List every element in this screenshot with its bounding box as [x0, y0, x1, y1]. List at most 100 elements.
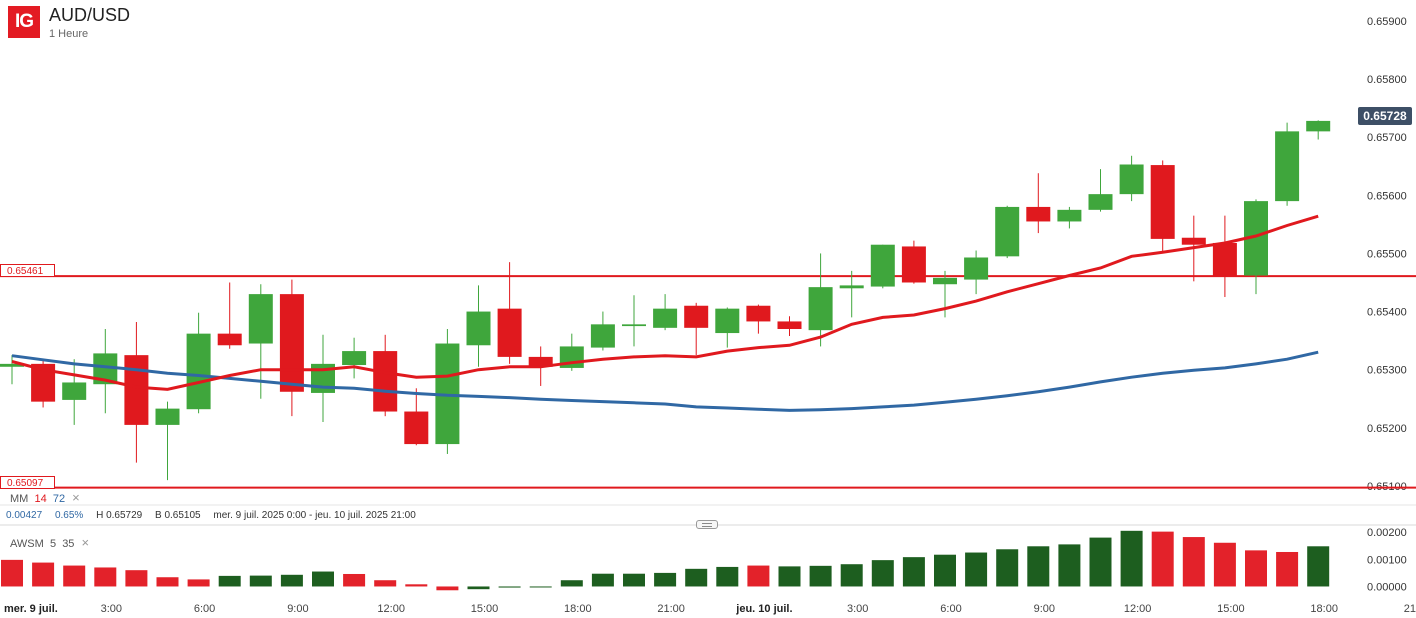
price-tick-label: 0.65200 — [1367, 423, 1407, 435]
ma-close-icon[interactable]: × — [72, 490, 80, 505]
awsm-bar — [405, 584, 428, 587]
awsm-bar — [716, 566, 739, 587]
awsm-legend-name: AWSM — [10, 538, 44, 550]
candle-body — [373, 351, 398, 412]
awsm-bar — [1151, 531, 1174, 587]
awsm-bar — [187, 579, 210, 587]
candle-body — [1306, 120, 1331, 132]
awsm-bar — [467, 586, 490, 590]
price-tick-label: 0.65900 — [1367, 16, 1407, 28]
candle-body — [279, 294, 304, 392]
candle-body — [777, 321, 802, 329]
level-label-lower[interactable]: 0.65097 — [0, 476, 55, 489]
awsm-bar — [249, 575, 272, 587]
awsm-bar — [1, 559, 23, 587]
change-value: 0.00427 — [6, 510, 43, 521]
osc-tick-label: 0.00200 — [1367, 527, 1407, 539]
candle-body — [1212, 242, 1237, 276]
candle-body — [995, 206, 1020, 257]
awsm-bar — [996, 549, 1019, 587]
candle-body — [1181, 237, 1206, 245]
awsm-bar — [1307, 546, 1330, 587]
awsm-bar — [1245, 550, 1267, 587]
candle-body — [839, 285, 864, 289]
current-price-tag: 0.65728 — [1358, 107, 1412, 125]
price-tick-label: 0.65300 — [1367, 365, 1407, 377]
awsm-legend-fast: 5 — [49, 538, 57, 550]
awsm-bar — [1058, 544, 1081, 587]
time-tick-label: 6:00 — [194, 603, 215, 615]
awsm-bar — [280, 574, 303, 587]
candle-body — [870, 244, 895, 287]
ig-logo: IG — [8, 6, 40, 38]
ma-legend[interactable]: MM 14 72 × — [10, 490, 80, 505]
awsm-bar — [747, 565, 770, 587]
candle-body — [715, 308, 740, 334]
awsm-close-icon[interactable]: × — [81, 535, 90, 550]
candle-body — [248, 294, 273, 344]
candle-body — [746, 305, 771, 322]
timeframe-label[interactable]: 1 Heure — [49, 28, 89, 40]
awsm-bar — [63, 565, 86, 587]
time-tick-label: mer. 9 juil. — [4, 603, 58, 615]
pane-resize-handle-icon[interactable] — [696, 520, 718, 529]
price-tick-label: 0.65800 — [1367, 74, 1407, 86]
candle-body — [1057, 209, 1082, 222]
awsm-bar — [156, 577, 179, 587]
awsm-bar — [809, 565, 832, 587]
candle-body — [1150, 165, 1175, 239]
awsm-bar — [871, 560, 894, 587]
time-tick-label: 21:00 — [1404, 603, 1416, 615]
date-range: mer. 9 juil. 2025 0:00 - jeu. 10 juil. 2… — [213, 510, 416, 521]
time-tick-label: 15:00 — [471, 603, 499, 615]
candle-body — [1119, 164, 1144, 195]
time-tick-label: 12:00 — [377, 603, 405, 615]
candle-body — [342, 351, 367, 366]
candle-body — [622, 324, 646, 327]
awsm-bar — [94, 567, 117, 587]
candle-body — [590, 324, 615, 348]
awsm-bar — [685, 568, 708, 587]
awsm-bar — [218, 575, 241, 587]
time-tick-label: 9:00 — [287, 603, 308, 615]
osc-tick-label: 0.00100 — [1367, 554, 1407, 566]
candle-body — [124, 355, 149, 425]
candle-body — [0, 363, 24, 367]
change-pct: 0.65% — [54, 510, 84, 521]
candle-body — [497, 308, 522, 357]
candle-body — [964, 257, 989, 280]
price-tick-label: 0.65600 — [1367, 190, 1407, 202]
low-value: B 0.65105 — [155, 510, 201, 521]
awsm-bar — [436, 586, 459, 591]
time-tick-label: 3:00 — [847, 603, 868, 615]
time-tick-label: 3:00 — [101, 603, 122, 615]
awsm-bar — [965, 552, 988, 587]
awsm-bar — [125, 570, 148, 587]
candle-body — [466, 311, 491, 346]
candle-body — [684, 305, 709, 328]
candle-body — [186, 333, 211, 410]
awsm-bar — [32, 562, 55, 587]
awsm-legend-slow: 35 — [62, 538, 75, 550]
ma-slow-line — [11, 350, 1319, 412]
awsm-bar — [1089, 537, 1112, 587]
ma-fast-line — [11, 214, 1319, 391]
ma-legend-name: MM — [10, 493, 29, 505]
candle-body — [808, 287, 833, 331]
awsm-bar — [498, 586, 521, 588]
awsm-bar — [591, 573, 614, 587]
awsm-bar — [560, 580, 583, 587]
high-value: H 0.65729 — [96, 510, 143, 521]
awsm-bar — [1276, 551, 1299, 587]
awsm-bar — [343, 573, 366, 587]
price-tick-label: 0.65400 — [1367, 307, 1407, 319]
level-label-upper[interactable]: 0.65461 — [0, 264, 55, 277]
time-tick-label: 9:00 — [1034, 603, 1055, 615]
range-info: 0.00427 0.65% H 0.65729 B 0.65105 mer. 9… — [6, 510, 426, 521]
ma-legend-slow: 72 — [52, 493, 66, 505]
candle-body — [653, 308, 678, 328]
awsm-legend[interactable]: AWSM 5 35 × — [10, 535, 89, 550]
awsm-bar — [1027, 546, 1050, 587]
awsm-bar — [374, 580, 397, 587]
